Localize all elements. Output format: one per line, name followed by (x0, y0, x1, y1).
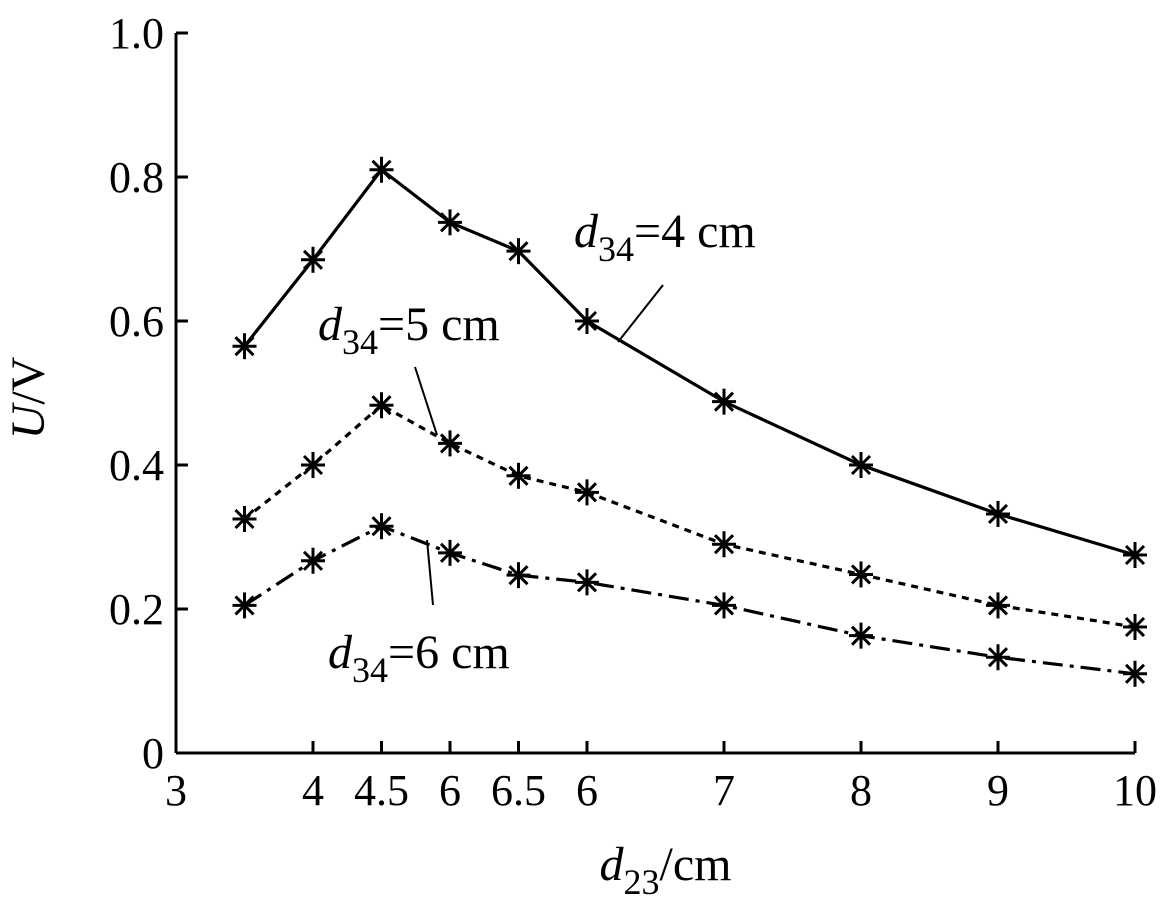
x-tick-label: 8 (850, 766, 872, 815)
series-label-d34-5cm: d34=5 cm (318, 298, 500, 362)
chart-axes (174, 33, 1135, 755)
y-axis-label-var: U (2, 401, 55, 439)
series-label-text: =6 cm (388, 626, 510, 679)
series-line (243, 403, 1136, 629)
series-label-var: d (574, 205, 599, 258)
data-point (232, 333, 257, 360)
data-point (301, 547, 325, 574)
series-label-d34-4cm: d34=4 cm (574, 205, 756, 269)
x-ticks: 3 4 4.5 6 6.5 6 7 8 9 10 (165, 741, 1157, 815)
series-3 (232, 513, 1147, 687)
data-point (232, 592, 257, 619)
x-tick-label: 6 (439, 766, 461, 815)
x-axis-label-unit: /cm (660, 838, 732, 891)
data-point (575, 479, 599, 506)
x-axis-label: d23/cm (600, 838, 732, 902)
series-label-text: =4 cm (634, 205, 756, 258)
data-point (438, 430, 462, 457)
data-point (1123, 614, 1147, 640)
x-tick-label: 6.5 (491, 766, 546, 815)
data-point (575, 569, 599, 596)
data-point (712, 531, 736, 558)
data-point (438, 209, 462, 236)
data-point (575, 308, 599, 334)
series-line (243, 524, 1136, 676)
x-axis-label-var: d (600, 838, 625, 891)
x-tick-label: 3 (165, 766, 187, 815)
y-ticks: 0 0.2 0.4 0.6 0.8 1.0 (109, 9, 188, 778)
x-tick-label: 7 (713, 766, 735, 815)
y-tick-label: 0.6 (109, 297, 164, 346)
series-label-sub: 34 (598, 229, 634, 269)
data-point (849, 622, 873, 649)
series-layer (232, 156, 1147, 687)
y-axis-label: U/V (2, 356, 55, 439)
data-point (301, 246, 325, 273)
data-point (232, 506, 257, 532)
data-point (506, 238, 531, 265)
y-tick-label: 0.4 (109, 441, 164, 490)
series-label-sub: 34 (342, 322, 378, 362)
data-point (369, 513, 394, 540)
series-line (243, 167, 1136, 557)
label-leaders (414, 284, 664, 606)
data-point (506, 462, 531, 489)
data-point (1123, 660, 1147, 687)
y-tick-label: 0.2 (109, 585, 164, 634)
x-axis-label-sub: 23 (624, 862, 660, 902)
x-tick-label: 9 (987, 766, 1009, 815)
data-point (849, 561, 873, 588)
data-point (506, 562, 531, 589)
series-label-var: d (318, 298, 343, 351)
x-tick-label: 10 (1113, 766, 1157, 815)
y-tick-label: 0 (142, 729, 164, 778)
series-label-var: d (328, 626, 353, 679)
data-point (986, 500, 1010, 527)
data-point (1123, 542, 1147, 568)
series-2 (232, 392, 1147, 640)
label-leader-line (617, 284, 664, 343)
y-tick-label: 1.0 (109, 9, 164, 58)
data-point (712, 388, 736, 415)
data-point (301, 452, 325, 478)
data-point (849, 452, 873, 478)
data-point (369, 392, 394, 419)
series-label-text: =5 cm (378, 298, 500, 351)
label-leader-line (414, 366, 438, 436)
y-tick-label: 0.8 (109, 153, 164, 202)
data-point (369, 156, 394, 183)
x-tick-label: 4 (302, 766, 324, 815)
x-tick-label: 4.5 (354, 766, 409, 815)
data-point (986, 644, 1010, 671)
data-point (712, 592, 736, 619)
x-tick-label: 6 (576, 766, 598, 815)
label-leader-line (426, 539, 434, 606)
data-point (986, 592, 1010, 619)
series-1 (232, 156, 1147, 568)
series-label-sub: 34 (352, 650, 388, 690)
y-axis-label-unit: /V (2, 356, 55, 404)
series-label-d34-6cm: d34=6 cm (328, 626, 510, 690)
data-point (438, 539, 462, 566)
